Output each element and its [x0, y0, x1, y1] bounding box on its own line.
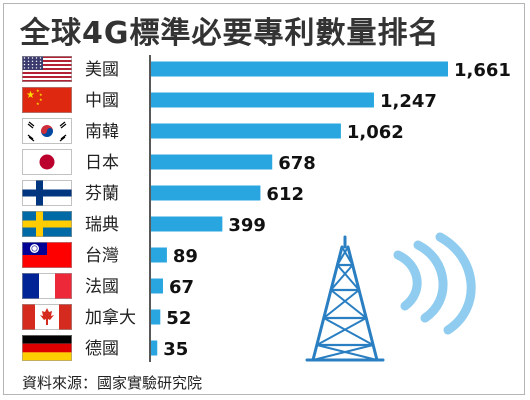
china-flag-icon: ★ ★ ★ ★ ★ — [22, 87, 72, 117]
data-label: 1,062 — [347, 122, 404, 143]
category-label: 美國 — [85, 60, 119, 80]
data-label: 89 — [173, 246, 198, 267]
usa-flag-icon — [22, 56, 72, 86]
data-label: 1,661 — [454, 60, 511, 81]
category-label: 中國 — [85, 91, 119, 111]
category-label: 日本 — [85, 153, 119, 173]
bar — [151, 92, 374, 108]
bar — [151, 340, 158, 356]
bar — [151, 278, 163, 294]
data-label: 35 — [163, 339, 188, 360]
signal-wave — [393, 250, 422, 311]
south-korea-flag-icon — [22, 118, 72, 148]
category-label: 加拿大 — [85, 307, 136, 328]
svg-text:★: ★ — [39, 97, 43, 102]
bar — [151, 185, 261, 201]
category-label: 德國 — [85, 339, 119, 359]
germany-flag-icon — [22, 335, 72, 365]
data-label: 52 — [166, 308, 191, 329]
data-label: 67 — [169, 277, 194, 298]
canada-flag-icon — [22, 304, 72, 334]
signal-wave — [413, 240, 448, 323]
category-label: 南韓 — [85, 122, 119, 142]
bar — [151, 61, 448, 77]
finland-flag-icon — [22, 180, 72, 210]
bar — [151, 247, 167, 263]
bar — [151, 309, 161, 325]
bar — [151, 123, 341, 139]
source-note: 資料來源：國家實驗研究院 — [22, 374, 203, 392]
chart-title: 全球4G標準必要專利數量排名 — [20, 16, 440, 51]
category-label: 台灣 — [85, 246, 119, 266]
svg-text:★: ★ — [36, 88, 40, 93]
signal-wave — [435, 232, 476, 335]
data-label: 1,247 — [380, 91, 437, 112]
sweden-flag-icon — [22, 211, 72, 241]
svg-text:★: ★ — [36, 101, 40, 106]
data-label: 612 — [266, 184, 304, 205]
data-label: 399 — [228, 215, 266, 236]
data-label: 678 — [278, 153, 316, 174]
radio-tower-illustration — [305, 232, 476, 362]
taiwan-flag-icon — [22, 242, 72, 272]
svg-text:★: ★ — [39, 92, 43, 97]
svg-text:★: ★ — [26, 90, 35, 101]
category-label: 瑞典 — [85, 215, 119, 235]
bar — [151, 154, 273, 170]
category-label: 法國 — [85, 277, 119, 297]
bar — [151, 216, 223, 232]
france-flag-icon — [22, 273, 72, 303]
category-label: 芬蘭 — [85, 184, 119, 204]
japan-flag-icon — [22, 149, 72, 179]
